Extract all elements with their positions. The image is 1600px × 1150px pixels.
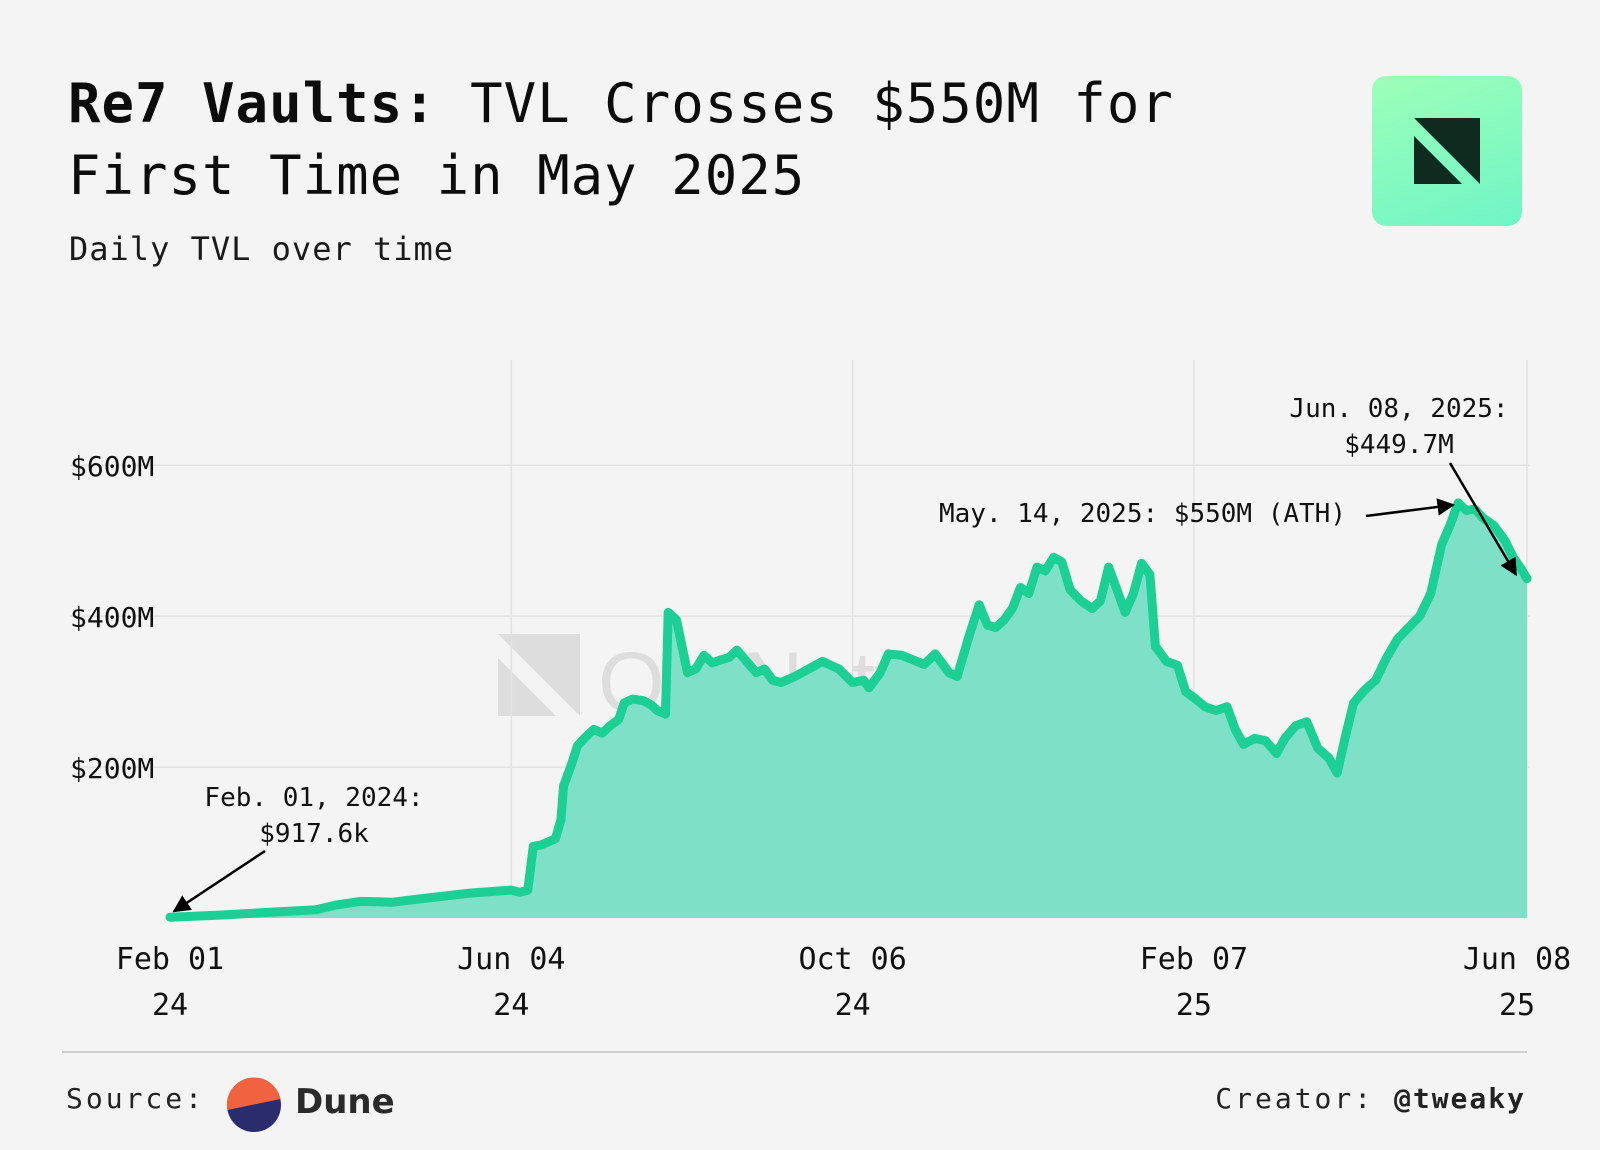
- tvl-area: [170, 502, 1527, 918]
- dune-logo-icon: [226, 1077, 281, 1132]
- watermark-logo-icon: [498, 634, 580, 716]
- y-axis-labels: $200M $400M $600M: [70, 450, 154, 785]
- annotation-end-arrow: [1448, 462, 1518, 577]
- watermark-logo-icon-lower: [498, 658, 556, 716]
- annotation-start-arrow: [172, 849, 266, 913]
- annotation-end-value: $449.7M: [1344, 430, 1454, 460]
- annotation-end-label: Jun. 08, 2025:: [1289, 394, 1508, 424]
- x-tick-label: Jun 08: [1463, 942, 1571, 977]
- x-axis-labels: Feb 01 24 Jun 04 24 Oct 06 24 Feb 07 25 Jun 08 25: [116, 942, 1571, 1023]
- chart-subtitle: Daily TVL over time: [69, 230, 455, 268]
- x-tick-year-label: 25: [1176, 988, 1212, 1023]
- annotation-start-label: Feb. 01, 2024:: [204, 783, 423, 813]
- footer-divider: [62, 1051, 1527, 1053]
- creator-handle: @tweaky: [1393, 1082, 1526, 1115]
- title-brand: Re7 Vaults:: [68, 72, 437, 135]
- x-tick-year-label: 24: [493, 988, 529, 1023]
- x-tick-year-label: 24: [835, 988, 871, 1023]
- x-tick-year-label: 24: [152, 988, 188, 1023]
- annotation-ath-arrow: [1365, 498, 1455, 518]
- ournetwork-mark-icon: [1414, 118, 1480, 184]
- y-tick-label: $600M: [70, 450, 154, 483]
- title-text: TVL Crosses $550M for First Time in May …: [68, 72, 1174, 207]
- annotation-start-value: $917.6k: [259, 819, 369, 849]
- x-tick-label: Feb 07: [1140, 942, 1248, 977]
- x-tick-year-label: 25: [1499, 988, 1535, 1023]
- creator: Creator: @tweaky: [1215, 1082, 1526, 1115]
- annotation-ath-label: May. 14, 2025: $550M (ATH): [939, 499, 1346, 529]
- source-name: Dune: [295, 1082, 395, 1122]
- source-label: Source:: [66, 1082, 206, 1115]
- y-tick-label: $200M: [70, 752, 154, 785]
- x-tick-label: Jun 04: [457, 942, 565, 977]
- chart-title: Re7 Vaults: TVL Crosses $550M for First …: [68, 68, 1298, 212]
- ournetwork-logo: [1372, 76, 1522, 226]
- x-tick-label: Feb 01: [116, 942, 224, 977]
- tvl-line: [165, 498, 1532, 922]
- annotations: Feb. 01, 2024: $917.6k May. 14, 2025: $550…: [172, 394, 1518, 913]
- creator-label: Creator:: [1215, 1082, 1375, 1115]
- y-tick-label: $400M: [70, 601, 154, 634]
- x-tick-label: Oct 06: [798, 942, 906, 977]
